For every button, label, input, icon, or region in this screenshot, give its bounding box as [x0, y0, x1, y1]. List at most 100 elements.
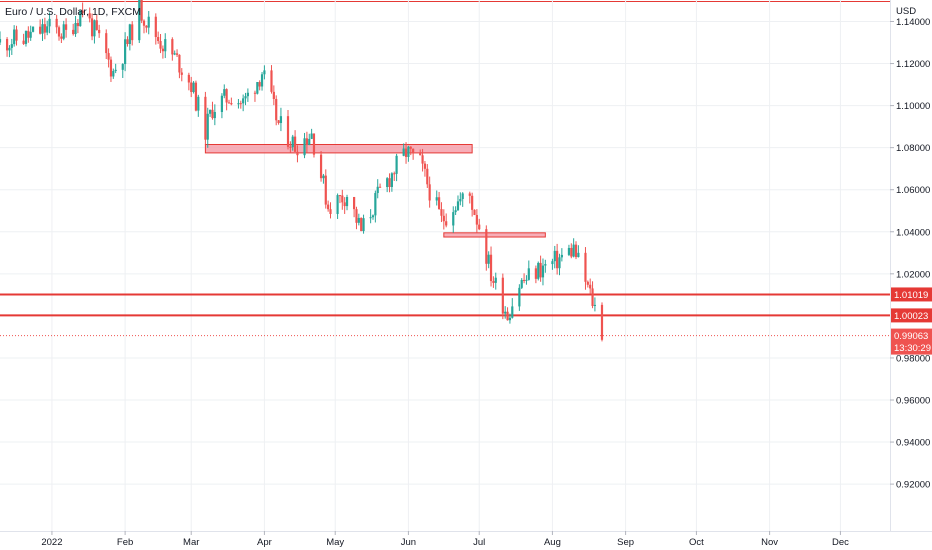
candle-body	[15, 29, 18, 41]
candle-body	[72, 29, 75, 35]
y-tick-label: 1.02000	[896, 269, 930, 280]
candle-body	[452, 212, 455, 226]
candle-body	[577, 252, 580, 258]
candle-body	[98, 29, 101, 34]
candle-body	[428, 184, 431, 201]
y-tick-label: 1.12000	[896, 59, 930, 70]
candle-body	[584, 252, 587, 282]
horizontal-levels[interactable]	[0, 293, 890, 337]
candle-body	[475, 214, 478, 225]
candle-body	[419, 153, 422, 156]
candle-body	[395, 155, 398, 174]
candle-body	[471, 195, 474, 210]
candle-body	[600, 304, 604, 340]
zone-rectangle	[204, 143, 473, 154]
candle-body	[388, 178, 391, 187]
candle-body	[355, 209, 358, 223]
candle-body	[237, 103, 240, 105]
countdown-label: 13:30:29	[894, 343, 931, 354]
candle-body	[225, 89, 228, 103]
y-tick-label: 0.92000	[896, 480, 930, 491]
y-tick-label: 1.14000	[896, 17, 930, 28]
candle-body	[390, 173, 393, 187]
candle-body	[374, 193, 377, 216]
candle-body	[211, 109, 214, 119]
candle-body	[39, 26, 42, 34]
level-tag	[891, 287, 932, 302]
candle-body	[272, 91, 275, 99]
candle-body	[404, 148, 408, 157]
candle-body	[95, 20, 98, 30]
candle-body	[140, 0, 143, 21]
x-tick-label: Aug	[544, 537, 561, 548]
candle-body	[128, 24, 131, 44]
candle-body	[121, 64, 124, 70]
candle-body	[5, 39, 9, 51]
candle-body	[421, 155, 424, 164]
candle-body	[263, 70, 266, 75]
candle-body	[362, 218, 365, 232]
x-tick-label: Oct	[689, 537, 704, 548]
candle-body	[206, 113, 209, 140]
x-tick-label: Dec	[832, 537, 849, 548]
candle-body	[55, 18, 58, 28]
candle-body	[440, 209, 443, 216]
candle-body	[522, 279, 526, 281]
candle-body	[204, 96, 207, 140]
candle-body	[570, 247, 573, 257]
candle-body	[541, 265, 545, 278]
candle-body	[537, 262, 540, 279]
candle-body	[393, 173, 396, 175]
currency-label: USD	[896, 6, 916, 17]
candle-body	[223, 89, 226, 96]
candle-body	[293, 136, 297, 152]
last-price-tag	[891, 328, 932, 355]
candle-body	[345, 197, 349, 207]
candle-body	[329, 209, 332, 214]
candle-body	[62, 24, 65, 39]
candle-body	[220, 95, 224, 113]
candle-body	[468, 193, 471, 196]
candle-body	[485, 229, 488, 264]
candle-body	[81, 10, 84, 14]
candle-body	[41, 24, 44, 34]
candle-body	[402, 148, 405, 156]
candle-body	[445, 221, 448, 226]
candle-body	[593, 304, 597, 306]
candle-body	[29, 31, 32, 38]
candle-body	[213, 112, 216, 119]
candle-body	[270, 70, 273, 92]
candle-body	[145, 25, 148, 28]
candle-body	[230, 103, 233, 105]
candle-body	[48, 18, 51, 27]
candle-body	[487, 254, 490, 264]
candle-body	[157, 37, 160, 42]
candle-body	[175, 53, 179, 55]
supply-demand-zones[interactable]	[204, 143, 546, 238]
candle-body	[567, 247, 571, 255]
candle-body	[473, 209, 476, 215]
candle-body	[327, 204, 330, 210]
candle-body	[209, 109, 212, 114]
candle-body	[489, 254, 493, 282]
candle-body	[572, 244, 575, 257]
candle-body	[178, 54, 181, 73]
x-tick-label: May	[326, 537, 344, 548]
candle-body	[277, 120, 280, 124]
candle-body	[171, 39, 174, 55]
candle-body	[124, 39, 127, 65]
x-tick-label: Jul	[473, 537, 485, 548]
candle-body	[360, 217, 363, 232]
candle-body	[310, 133, 313, 139]
candle-body	[31, 26, 35, 32]
candle-body	[275, 98, 278, 121]
candle-body	[105, 33, 108, 54]
candle-body	[114, 69, 117, 71]
candle-body	[197, 96, 200, 111]
candle-body	[539, 262, 542, 278]
candle-body	[343, 202, 346, 207]
candle-body	[336, 195, 339, 214]
candle-body	[76, 22, 80, 27]
candle-body	[0, 39, 2, 43]
